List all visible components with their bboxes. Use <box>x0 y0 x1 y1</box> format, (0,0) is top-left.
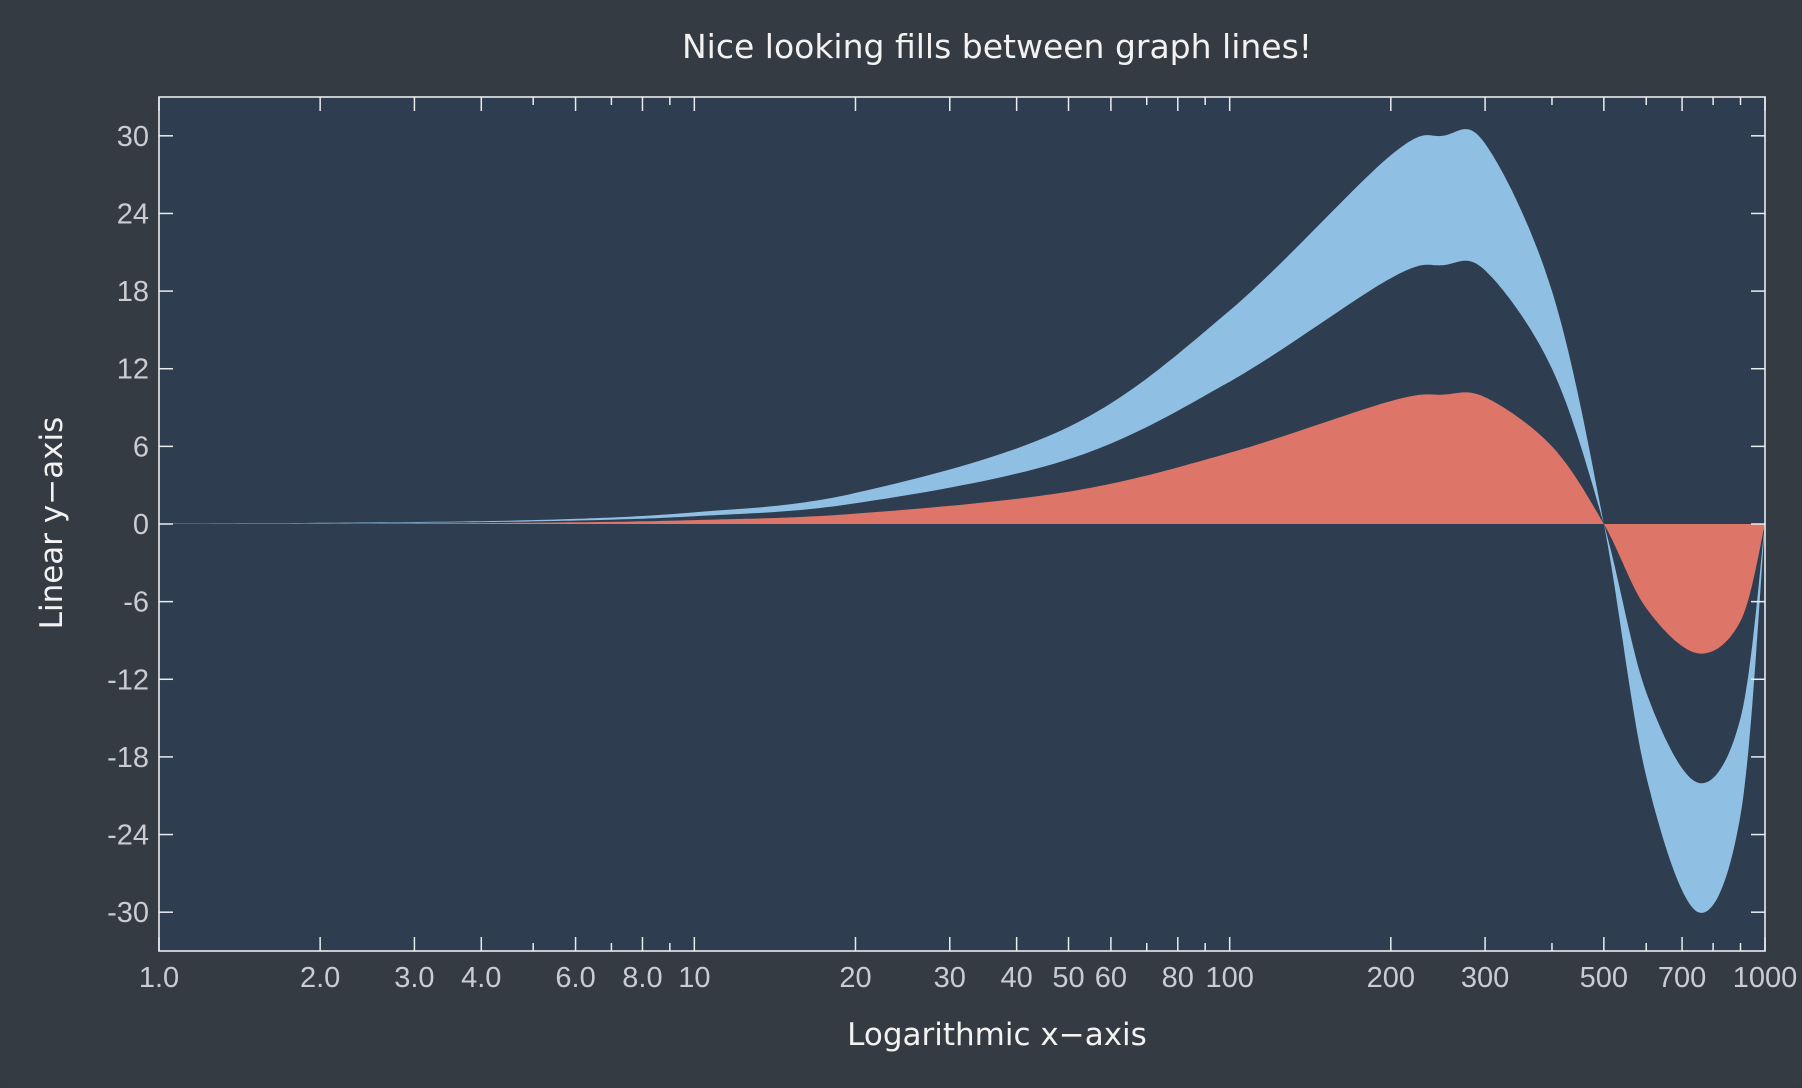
y-tick-label: -12 <box>107 664 149 696</box>
y-tick-label: -24 <box>107 820 149 852</box>
y-tick-label: 6 <box>133 431 149 463</box>
y-tick-label: 0 <box>133 509 149 541</box>
y-tick-label: 12 <box>117 354 149 386</box>
x-tick-label: 60 <box>1095 962 1127 994</box>
plot-frame <box>158 96 1766 952</box>
x-tick-label: 1000 <box>1733 962 1798 994</box>
x-tick-label: 4.0 <box>461 962 501 994</box>
x-tick-label: 200 <box>1367 962 1415 994</box>
x-tick-label: 40 <box>1001 962 1033 994</box>
y-tick-label: -30 <box>107 897 149 929</box>
y-tick-label: 30 <box>117 121 149 153</box>
x-tick-labels: 1.0 2.0 3.0 4.0 6.0 8.0 10 20 30 40 50 60 80 100 200 30… <box>139 962 1797 994</box>
fill-area-zero-y1 <box>159 392 1765 654</box>
chart-title: Nice looking fills between graph lines! <box>682 27 1312 66</box>
y-tick-label: 24 <box>117 198 149 230</box>
x-tick-label: 8.0 <box>622 962 662 994</box>
x-tick-label: 500 <box>1580 962 1628 994</box>
x-tick-label: 2.0 <box>300 962 340 994</box>
x-tick-label: 20 <box>839 962 871 994</box>
y-tick-labels: 30 24 18 12 6 0 -6 -12 -18 -24 -30 <box>107 121 149 929</box>
y-axis-label: Linear y−axis <box>34 417 70 630</box>
x-tick-label: 100 <box>1205 962 1253 994</box>
x-tick-label: 3.0 <box>394 962 434 994</box>
y-tick-label: -6 <box>123 587 149 619</box>
y-tick-label: 18 <box>117 276 149 308</box>
x-tick-label: 50 <box>1052 962 1084 994</box>
x-axis-label: Logarithmic x−axis <box>847 1017 1147 1053</box>
x-tick-label: 700 <box>1658 962 1706 994</box>
x-tick-label: 10 <box>678 962 710 994</box>
x-tick-label: 30 <box>934 962 966 994</box>
fills-layer <box>159 129 1765 913</box>
x-tick-label: 80 <box>1162 962 1194 994</box>
x-tick-label: 1.0 <box>139 962 179 994</box>
x-tick-label: 6.0 <box>555 962 595 994</box>
x-tick-label: 300 <box>1461 962 1509 994</box>
y-tick-label: -18 <box>107 742 149 774</box>
